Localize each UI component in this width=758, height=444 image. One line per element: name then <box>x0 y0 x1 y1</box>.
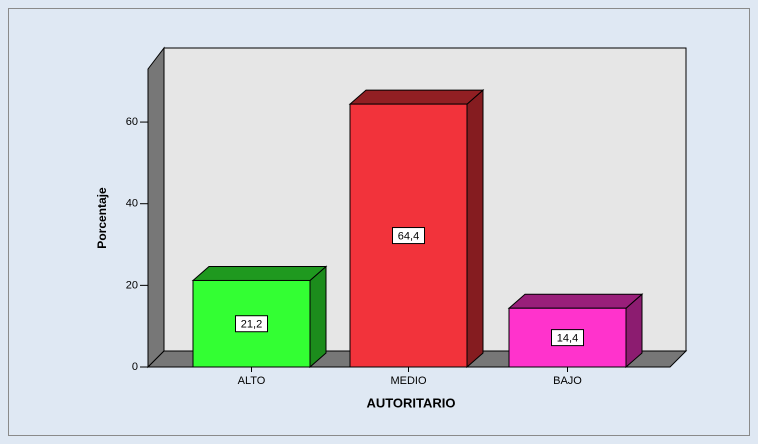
bar-side <box>309 265 327 369</box>
bar-top <box>507 293 644 309</box>
value-label: 64,4 <box>398 230 419 242</box>
y-tick-label: 20 <box>126 279 138 291</box>
bar-side <box>466 89 484 369</box>
y-axis-title: Porcentaje <box>95 187 109 249</box>
y-tick-label: 40 <box>126 198 138 210</box>
x-tick-label: MEDIO <box>390 375 427 387</box>
value-label: 21,2 <box>241 319 262 331</box>
side-wall <box>147 46 165 369</box>
value-label: 14,4 <box>557 333 578 345</box>
frame <box>8 8 750 436</box>
y-tick-label: 0 <box>132 361 138 373</box>
value-label-box <box>392 227 425 245</box>
x-tick-label: BAJO <box>553 375 582 387</box>
y-tick-label: 60 <box>126 116 138 128</box>
bar-top <box>348 89 485 105</box>
x-axis-title: AUTORITARIO <box>366 395 455 410</box>
value-label-box <box>235 315 268 333</box>
x-tick-label: ALTO <box>238 375 266 387</box>
value-label-box <box>551 329 584 347</box>
bar-top <box>191 265 328 281</box>
